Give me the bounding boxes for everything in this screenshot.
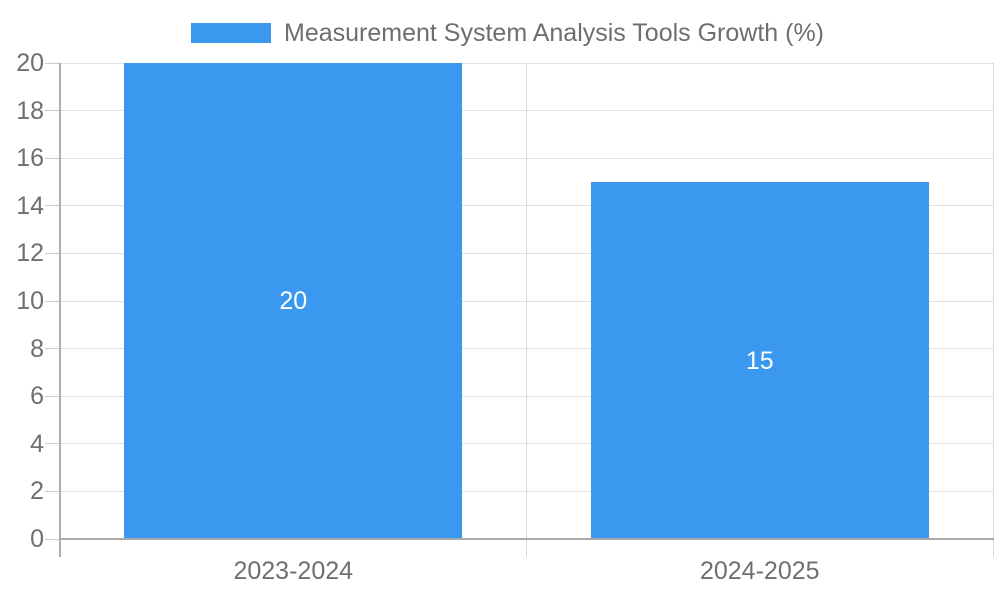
y-axis-tick-label: 8 [30,334,44,363]
y-axis-tick-label: 2 [30,477,44,506]
y-axis-tick [45,300,60,302]
bar-value-label: 15 [745,346,774,375]
legend-label: Measurement System Analysis Tools Growth… [284,19,825,47]
y-axis-tick [45,538,60,540]
y-axis-tick-label: 12 [16,239,44,268]
y-axis-tick [45,348,60,350]
y-axis-tick-label: 0 [30,525,44,553]
y-axis-tick-label: 18 [16,96,44,125]
category-boundary-line [992,63,994,557]
bar-2023-2024[interactable] [124,63,463,539]
bar-value-label: 20 [279,287,308,315]
x-axis-line [60,538,994,540]
y-axis-tick [45,62,60,64]
y-axis-tick-label: 6 [30,382,44,411]
y-axis-tick-label: 20 [16,49,44,77]
y-axis-tick [45,252,60,254]
x-axis-label: 2024-2025 [699,557,820,585]
legend[interactable]: Measurement System Analysis Tools Growth… [191,17,824,49]
bar-2024-2025[interactable] [590,182,929,539]
category-boundary-line [526,63,527,557]
y-axis-tick-label: 10 [16,287,44,315]
y-axis-line [59,63,61,557]
y-axis-tick [45,205,60,207]
y-axis-tick [45,157,60,159]
y-axis-tick [45,110,60,112]
y-axis-tick [45,443,60,445]
x-axis-label: 2023-2024 [233,557,354,585]
y-axis-tick [45,490,60,492]
y-axis-tick-label: 16 [16,144,44,173]
y-axis-tick-label: 14 [16,191,44,220]
legend-swatch [191,23,271,43]
y-axis-tick-label: 4 [30,429,44,458]
y-axis-tick [45,395,60,397]
